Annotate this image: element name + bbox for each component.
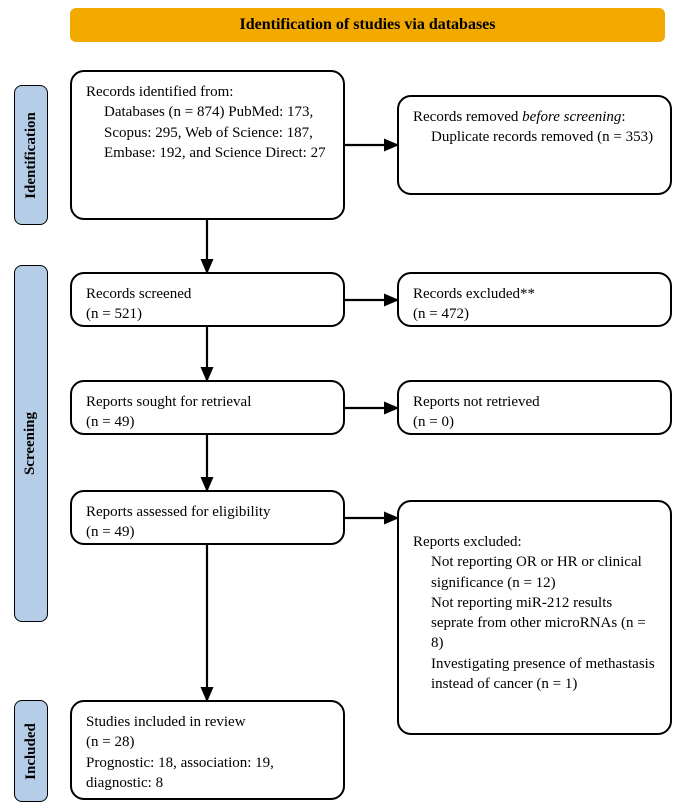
box-records-removed: Records removed before screening: Duplic… (397, 95, 672, 195)
box-reports-sought: Reports sought for retrieval (n = 49) (70, 380, 345, 435)
text: Investigating presence of methastasis in… (413, 654, 656, 695)
stage-included: Included (14, 700, 48, 802)
box-records-excluded-screening: Records excluded** (n = 472) (397, 272, 672, 327)
stage-screening-label: Screening (23, 412, 40, 475)
stage-included-label: Included (23, 723, 40, 780)
prisma-flowchart: Identification of studies via databases … (0, 0, 685, 811)
text: Reports excluded: (413, 534, 522, 550)
box-reports-not-retrieved: Reports not retrieved (n = 0) (397, 380, 672, 435)
text: Not reporting miR-212 results seprate fr… (413, 593, 656, 654)
text: Duplicate records removed (n = 353) (413, 127, 656, 147)
stage-identification-label: Identification (23, 112, 40, 199)
box-reports-excluded-eligibility: Reports excluded: Not reporting OR or HR… (397, 500, 672, 735)
box-records-screened: Records screened (n = 521) (70, 272, 345, 327)
text: Records removed before screening: (413, 109, 626, 125)
stage-screening: Screening (14, 265, 48, 622)
box-reports-assessed: Reports assessed for eligibility (n = 49… (70, 490, 345, 545)
header-banner: Identification of studies via databases (70, 8, 665, 42)
text: Records identified from: (86, 84, 233, 100)
header-title: Identification of studies via databases (239, 16, 495, 34)
text: Not reporting OR or HR or clinical signi… (413, 552, 656, 593)
text: Databases (n = 874) PubMed: 173, Scopus:… (86, 102, 329, 163)
stage-identification: Identification (14, 85, 48, 225)
box-records-identified: Records identified from: Databases (n = … (70, 70, 345, 220)
box-studies-included: Studies included in review (n = 28) Prog… (70, 700, 345, 800)
